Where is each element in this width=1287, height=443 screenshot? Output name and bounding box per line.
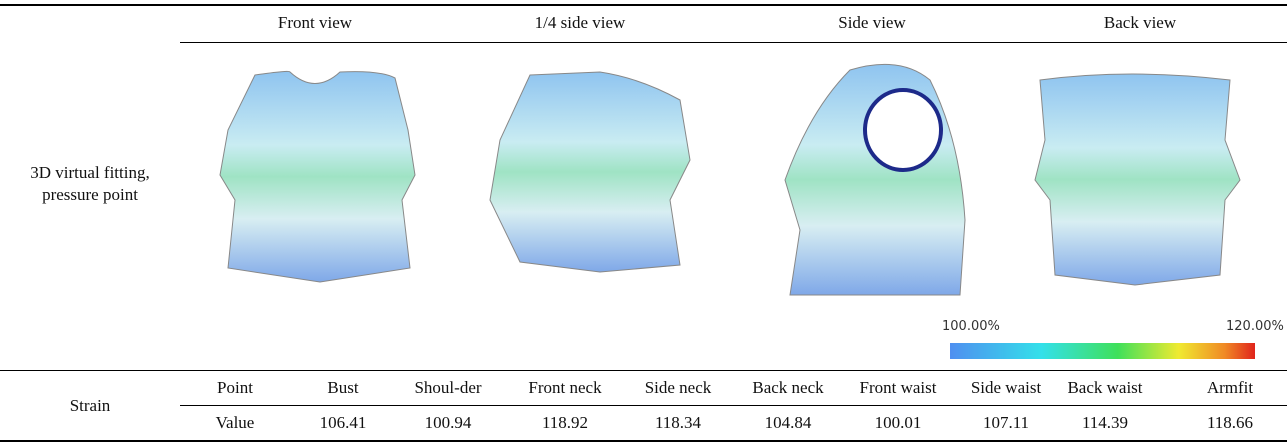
front-garment: [220, 71, 415, 282]
point-name: Side neck: [645, 378, 712, 398]
column-header: Side view: [838, 13, 906, 33]
row-label: 3D virtual fitting, pressure point: [0, 162, 180, 206]
point-name: Back waist: [1067, 378, 1142, 398]
point-name: Front neck: [528, 378, 601, 398]
column-header: Front view: [278, 13, 352, 33]
point-name: Back neck: [752, 378, 823, 398]
table-figure: Front view 1/4 side view Side view Back …: [0, 0, 1287, 443]
bottom-rule: [0, 440, 1287, 442]
point-name: Shoul-der: [414, 378, 481, 398]
color-scale-bar: [950, 343, 1255, 359]
column-header: Back view: [1104, 13, 1176, 33]
column-header: 1/4 side view: [535, 13, 626, 33]
strain-label: Strain: [70, 396, 111, 416]
strain-value: 104.84: [765, 413, 812, 433]
strain-value: 118.92: [542, 413, 588, 433]
value-label: Value: [216, 413, 255, 433]
point-name: Front waist: [860, 378, 937, 398]
back-garment: [1035, 74, 1240, 285]
strain-value: 118.34: [655, 413, 701, 433]
strain-value: 100.94: [425, 413, 472, 433]
strain-value: 106.41: [320, 413, 367, 433]
garment-images: [0, 0, 1287, 443]
side-armhole: [865, 90, 941, 170]
strain-rule: [180, 405, 1287, 406]
point-label: Point: [217, 378, 253, 398]
point-name: Bust: [327, 378, 358, 398]
scale-max-label: 120.00%: [1226, 319, 1284, 334]
side-garment: [785, 64, 965, 295]
section-rule: [0, 370, 1287, 371]
strain-value: 114.39: [1082, 413, 1128, 433]
strain-value: 107.11: [983, 413, 1029, 433]
header-rule: [180, 42, 1287, 43]
strain-value: 100.01: [875, 413, 922, 433]
scale-min-label: 100.00%: [942, 319, 1000, 334]
strain-value: 118.66: [1207, 413, 1253, 433]
quarter-garment: [490, 72, 690, 272]
point-name: Side waist: [971, 378, 1041, 398]
top-rule: [0, 4, 1287, 6]
point-name: Armfit: [1207, 378, 1253, 398]
